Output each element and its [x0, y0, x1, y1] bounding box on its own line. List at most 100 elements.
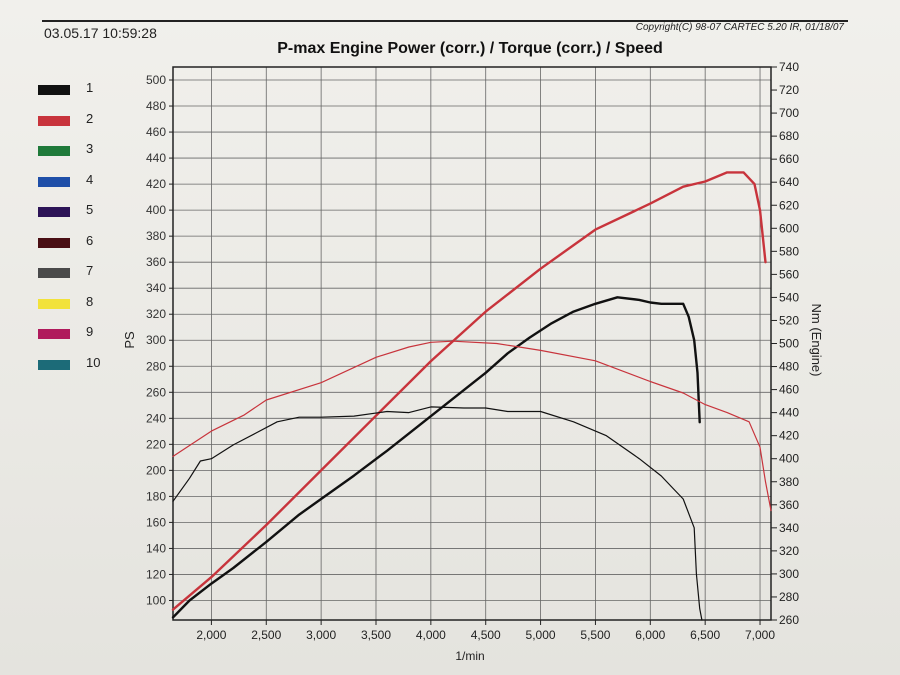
copyright-text: Copyright(C) 98-07 CARTEC 5.20 IR, 01/18… [635, 22, 844, 33]
legend-swatch [38, 268, 70, 278]
legend-label: 3 [86, 141, 94, 156]
legend-item: 5 [38, 202, 118, 224]
x-tick-label: 3,500 [361, 628, 391, 642]
y-left-tick-label: 140 [146, 541, 166, 555]
x-tick-label: 6,000 [635, 628, 665, 642]
series-line [172, 340, 772, 512]
x-tick-label: 5,000 [526, 628, 556, 642]
y-right-tick-label: 420 [779, 429, 799, 443]
y-right-tick-label: 360 [779, 498, 799, 512]
legend-label: 2 [86, 110, 94, 126]
y-left-tick-label: 200 [146, 463, 166, 477]
x-tick-label: 4,500 [471, 628, 501, 642]
y-left-tick-label: 360 [146, 255, 166, 269]
legend-swatch [38, 176, 70, 187]
y-right-tick-label: 620 [779, 198, 799, 212]
header-rule [42, 20, 848, 22]
y-right-tick-label: 300 [779, 567, 799, 581]
y-left-tick-label: 460 [146, 125, 166, 139]
x-tick-label: 7,000 [745, 628, 775, 642]
y-right-tick-label: 280 [779, 590, 799, 604]
legend-label: 6 [86, 232, 94, 248]
legend-swatch [38, 146, 70, 156]
legend-label: 10 [86, 354, 101, 370]
y-left-tick-label: 500 [146, 73, 166, 87]
series-line [171, 296, 701, 619]
legend-item: 2 [38, 111, 118, 133]
date-time: 03.05.17 10:59:28 [44, 25, 157, 41]
legend-swatch [38, 207, 70, 217]
legend-label: 8 [86, 293, 94, 309]
legend-item: 7 [38, 263, 118, 285]
y-left-tick-label: 260 [146, 385, 166, 399]
x-tick-label: 5,500 [580, 628, 610, 642]
y-right-tick-label: 340 [779, 521, 799, 535]
legend-swatch [38, 329, 70, 339]
series-line [172, 406, 703, 621]
y-right-tick-label: 560 [779, 267, 799, 281]
plot-frame [172, 66, 772, 621]
y-right-tick-label: 400 [779, 452, 799, 466]
x-tick-label: 3,000 [306, 628, 336, 642]
y-left-tick-label: 400 [146, 203, 166, 217]
x-tick-label: 4,000 [416, 628, 446, 642]
series-group [171, 171, 772, 621]
y-right-tick-label: 640 [779, 175, 799, 189]
y-right-tick-label: 440 [779, 406, 799, 420]
legend-swatch [38, 115, 70, 126]
y-right-tick-label: 260 [779, 613, 799, 627]
y-right-tick-label: 680 [779, 129, 799, 143]
y-right-tick-label: 320 [779, 544, 799, 558]
grid [173, 67, 771, 620]
y-right-tick-label: 520 [779, 313, 799, 327]
legend-item: 6 [38, 233, 118, 255]
y-right-tick-label: 720 [779, 83, 799, 97]
chart-title: P-max Engine Power (corr.) / Torque (cor… [277, 40, 663, 57]
y-left-tick-label: 160 [146, 515, 166, 529]
y-left-tick-label: 220 [146, 437, 166, 451]
legend-swatch [38, 359, 70, 370]
y-right-tick-label: 540 [779, 290, 799, 304]
legend-item: 4 [38, 172, 118, 194]
y-right-tick-label: 460 [779, 383, 799, 397]
y-right-tick-label: 580 [779, 244, 799, 258]
legend-label: 4 [86, 171, 94, 187]
y-left-tick-label: 120 [146, 567, 166, 581]
x-axis-label: 1/min [455, 649, 484, 663]
y-right-tick-label: 740 [779, 60, 799, 74]
y-left-tick-label: 300 [146, 333, 166, 347]
legend-item: 9 [38, 324, 118, 346]
y-left-tick-label: 280 [146, 359, 166, 373]
y-axis-left-label: PS [122, 331, 137, 349]
y-left-tick-label: 340 [146, 281, 166, 295]
y-axis-right-ticks: 260 280 300 320 340 360 380 400 420 440 460 480 500 5… [771, 60, 799, 627]
legend-label: 1 [86, 80, 94, 95]
y-left-tick-label: 100 [146, 593, 166, 607]
x-tick-label: 2,000 [196, 628, 226, 642]
legend-item: 10 [38, 355, 118, 377]
legend-label: 7 [86, 263, 94, 278]
legend-swatch [38, 237, 70, 248]
legend-item: 8 [38, 294, 118, 316]
y-left-tick-label: 440 [146, 151, 166, 165]
y-left-tick-label: 240 [146, 411, 166, 425]
y-right-tick-label: 700 [779, 106, 799, 120]
y-right-tick-label: 480 [779, 360, 799, 374]
y-left-tick-label: 480 [146, 99, 166, 113]
x-axis-ticks: 2,000 2,500 3,000 3,500 4,000 4,500 5,000 5,500… [196, 620, 775, 642]
series-line [171, 171, 767, 611]
y-right-tick-label: 660 [779, 152, 799, 166]
y-left-tick-label: 380 [146, 229, 166, 243]
y-left-tick-label: 180 [146, 489, 166, 503]
legend-swatch [38, 85, 70, 95]
y-right-tick-label: 600 [779, 221, 799, 235]
legend-item: 1 [38, 80, 118, 102]
x-tick-label: 2,500 [251, 628, 281, 642]
y-right-tick-label: 380 [779, 475, 799, 489]
y-left-tick-label: 420 [146, 177, 166, 191]
y-axis-right-label: Nm (Engine) [809, 304, 824, 377]
y-left-tick-label: 320 [146, 307, 166, 321]
legend-swatch [38, 298, 70, 309]
